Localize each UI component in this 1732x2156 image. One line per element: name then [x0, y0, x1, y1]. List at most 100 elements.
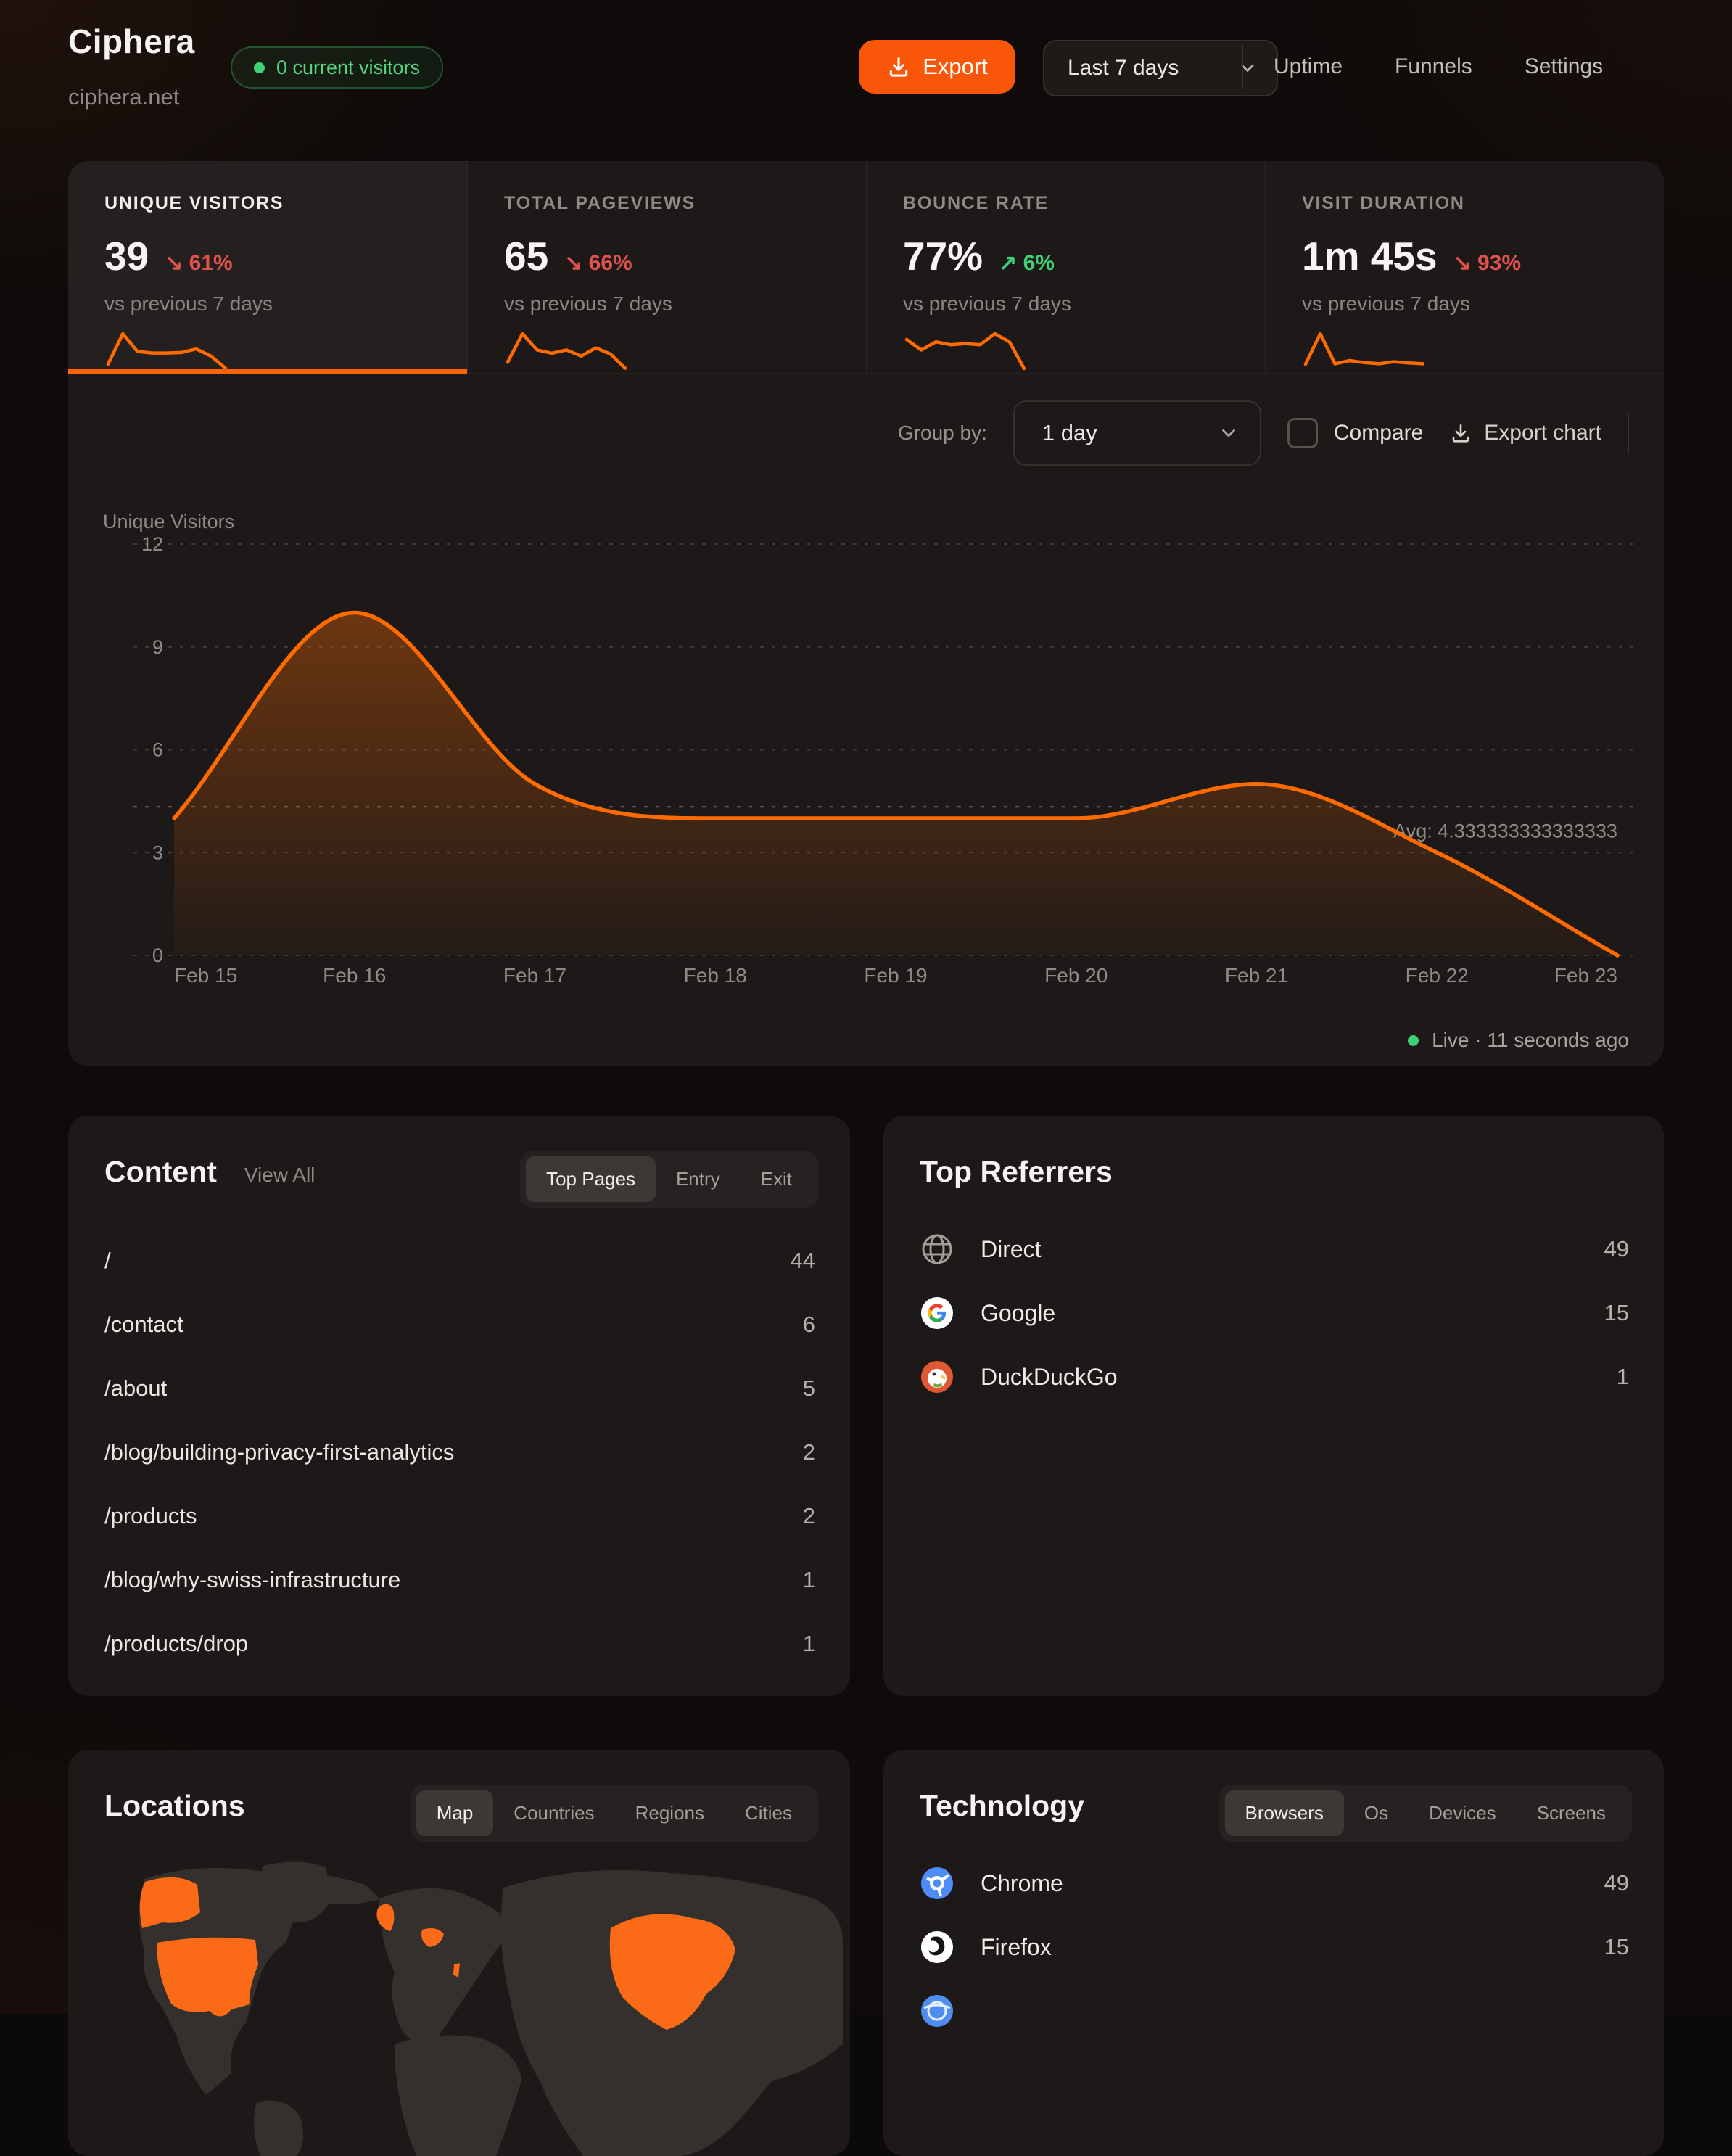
live-dot-icon [254, 62, 265, 73]
content-tab-top-pages[interactable]: Top Pages [526, 1156, 656, 1202]
export-chart-label: Export chart [1484, 421, 1601, 445]
locations-tab-cities[interactable]: Cities [744, 1802, 792, 1824]
duckduckgo-icon [921, 1361, 953, 1393]
row-label: Chrome [981, 1869, 1063, 1896]
page-path: /contact [104, 1312, 183, 1337]
content-card: Content View All Top Pages Entry Exit /44/… [68, 1116, 850, 1696]
technology-card: Technology Browsers Os Devices Screens Chro… [883, 1750, 1664, 2156]
date-range-value: Last 7 days [1068, 56, 1179, 80]
nav-link-funnels[interactable]: Funnels [1395, 54, 1472, 78]
browser-icon [921, 1995, 953, 2027]
referrer-row[interactable]: DuckDuckGo 1 [920, 1345, 1629, 1409]
row-count: 1 [1616, 1364, 1629, 1389]
live-status-label: Live · 11 seconds ago [1432, 1029, 1629, 1051]
top-nav: Uptime Funnels Settings [1274, 40, 1603, 94]
stat-sparkline [904, 332, 1026, 371]
stat-card-unique-visitors[interactable]: UNIQUE VISITORS 39 ↘ 61% vs previous 7 days [68, 161, 467, 374]
svg-text:Avg: 4.333333333333333: Avg: 4.333333333333333 [1393, 820, 1617, 842]
current-visitors-badge[interactable]: 0 current visitors [231, 46, 444, 89]
compare-toggle[interactable]: Compare [1287, 418, 1423, 448]
content-tab-exit[interactable]: Exit [760, 1168, 792, 1190]
locations-tab-map[interactable]: Map [416, 1790, 494, 1836]
compare-checkbox[interactable] [1287, 418, 1318, 448]
svg-text:Feb 20: Feb 20 [1044, 964, 1108, 987]
technology-tab-screens[interactable]: Screens [1536, 1802, 1606, 1824]
stat-sparkline [506, 332, 627, 370]
technology-tab-devices[interactable]: Devices [1429, 1802, 1496, 1824]
technology-row[interactable]: Firefox 15 [920, 1915, 1629, 1979]
nav-link-uptime[interactable]: Uptime [1274, 54, 1343, 78]
technology-title: Technology [920, 1789, 1085, 1822]
content-row[interactable]: /about 5 [104, 1357, 815, 1420]
svg-text:Feb 18: Feb 18 [684, 964, 747, 987]
stat-card-total-pageviews[interactable]: TOTAL PAGEVIEWS 65 ↘ 66% vs previous 7 days [467, 161, 866, 373]
technology-tab-browsers[interactable]: Browsers [1224, 1790, 1344, 1836]
svg-text:Feb 22: Feb 22 [1406, 964, 1469, 987]
svg-text:9: 9 [152, 636, 163, 658]
content-tabs: Top Pages Entry Exit [520, 1151, 818, 1208]
locations-title: Locations [104, 1789, 245, 1822]
stat-compare-label: vs previous 7 days [903, 292, 1071, 315]
locations-tabs: Map Countries Regions Cities [410, 1785, 818, 1842]
export-chart-button[interactable]: Export chart [1449, 421, 1601, 445]
row-count: 49 [1604, 1870, 1629, 1896]
row-count: 15 [1604, 1300, 1629, 1325]
stats-row: UNIQUE VISITORS 39 ↘ 61% vs previous 7 days… [68, 161, 1664, 374]
stat-delta: ↘ 93% [1453, 251, 1522, 275]
content-rows: / 44/contact 6/about 5/blog/building-privac… [104, 1229, 815, 1676]
date-range-select[interactable]: Last 7 days [1043, 40, 1278, 96]
map-country-usa[interactable] [157, 1937, 258, 2017]
stat-delta: ↘ 66% [564, 251, 632, 275]
content-row[interactable]: / 44 [104, 1229, 815, 1293]
stat-value: 1m 45s [1302, 234, 1438, 279]
page-path: /products [104, 1503, 197, 1528]
world-map [75, 1856, 843, 2156]
nav-link-settings[interactable]: Settings [1524, 54, 1604, 78]
group-by-value: 1 day [1042, 420, 1097, 445]
referrer-row[interactable]: Google 15 [920, 1281, 1629, 1345]
technology-row[interactable] [920, 1979, 1629, 2043]
referrer-row[interactable]: Direct 49 [920, 1217, 1629, 1281]
svg-text:Feb 23: Feb 23 [1554, 964, 1617, 987]
technology-row[interactable]: Chrome 49 [920, 1851, 1629, 1915]
content-view-all-link[interactable]: View All [244, 1164, 316, 1186]
technology-tabs: Browsers Os Devices Screens [1218, 1785, 1632, 1842]
content-row[interactable]: /blog/building-privacy-first-analytics 2 [104, 1420, 815, 1484]
content-row[interactable]: /products/drop 1 [104, 1612, 815, 1676]
content-row[interactable]: /contact 6 [104, 1293, 815, 1357]
svg-text:Unique Visitors: Unique Visitors [103, 511, 234, 532]
map-country-israel[interactable] [453, 1963, 460, 1978]
stat-label: TOTAL PAGEVIEWS [504, 193, 696, 213]
map-country-uk[interactable] [376, 1904, 395, 1931]
stat-card-visit-duration[interactable]: VISIT DURATION 1m 45s ↘ 93% vs previous 7 d… [1265, 161, 1664, 373]
map-country-romania[interactable] [421, 1928, 444, 1947]
technology-tab-os[interactable]: Os [1364, 1802, 1389, 1824]
stat-delta: ↗ 6% [999, 251, 1055, 275]
page-count: 2 [802, 1439, 815, 1465]
locations-tab-countries[interactable]: Countries [514, 1802, 595, 1824]
locations-card: Locations Map Countries Regions Cities [68, 1750, 850, 2156]
stat-card-bounce-rate[interactable]: BOUNCE RATE 77% ↗ 6% vs previous 7 days [866, 161, 1265, 373]
stat-label: UNIQUE VISITORS [104, 193, 284, 213]
content-row[interactable]: /blog/why-swiss-infrastructure 1 [104, 1548, 815, 1612]
chrome-icon [921, 1867, 953, 1899]
content-tab-entry[interactable]: Entry [675, 1168, 720, 1190]
page-count: 1 [802, 1631, 815, 1656]
map-country-usa-alaska[interactable] [139, 1877, 200, 1928]
map-country-china[interactable] [609, 1914, 735, 2030]
page-path: /products/drop [104, 1631, 249, 1656]
svg-text:Feb 21: Feb 21 [1225, 964, 1288, 987]
overview-card: UNIQUE VISITORS 39 ↘ 61% vs previous 7 days… [68, 161, 1664, 1066]
export-button[interactable]: Export [859, 40, 1015, 94]
export-button-label: Export [923, 54, 988, 79]
row-label: Direct [981, 1235, 1042, 1262]
content-row[interactable]: /products 2 [104, 1484, 815, 1548]
group-by-select[interactable]: 1 day [1013, 400, 1261, 466]
locations-tab-regions[interactable]: Regions [635, 1802, 704, 1824]
page-path: /blog/why-swiss-infrastructure [104, 1567, 401, 1592]
page-count: 44 [790, 1248, 815, 1273]
svg-text:3: 3 [152, 842, 163, 863]
page-title: Ciphera [68, 22, 195, 60]
svg-text:Feb 17: Feb 17 [503, 964, 566, 987]
